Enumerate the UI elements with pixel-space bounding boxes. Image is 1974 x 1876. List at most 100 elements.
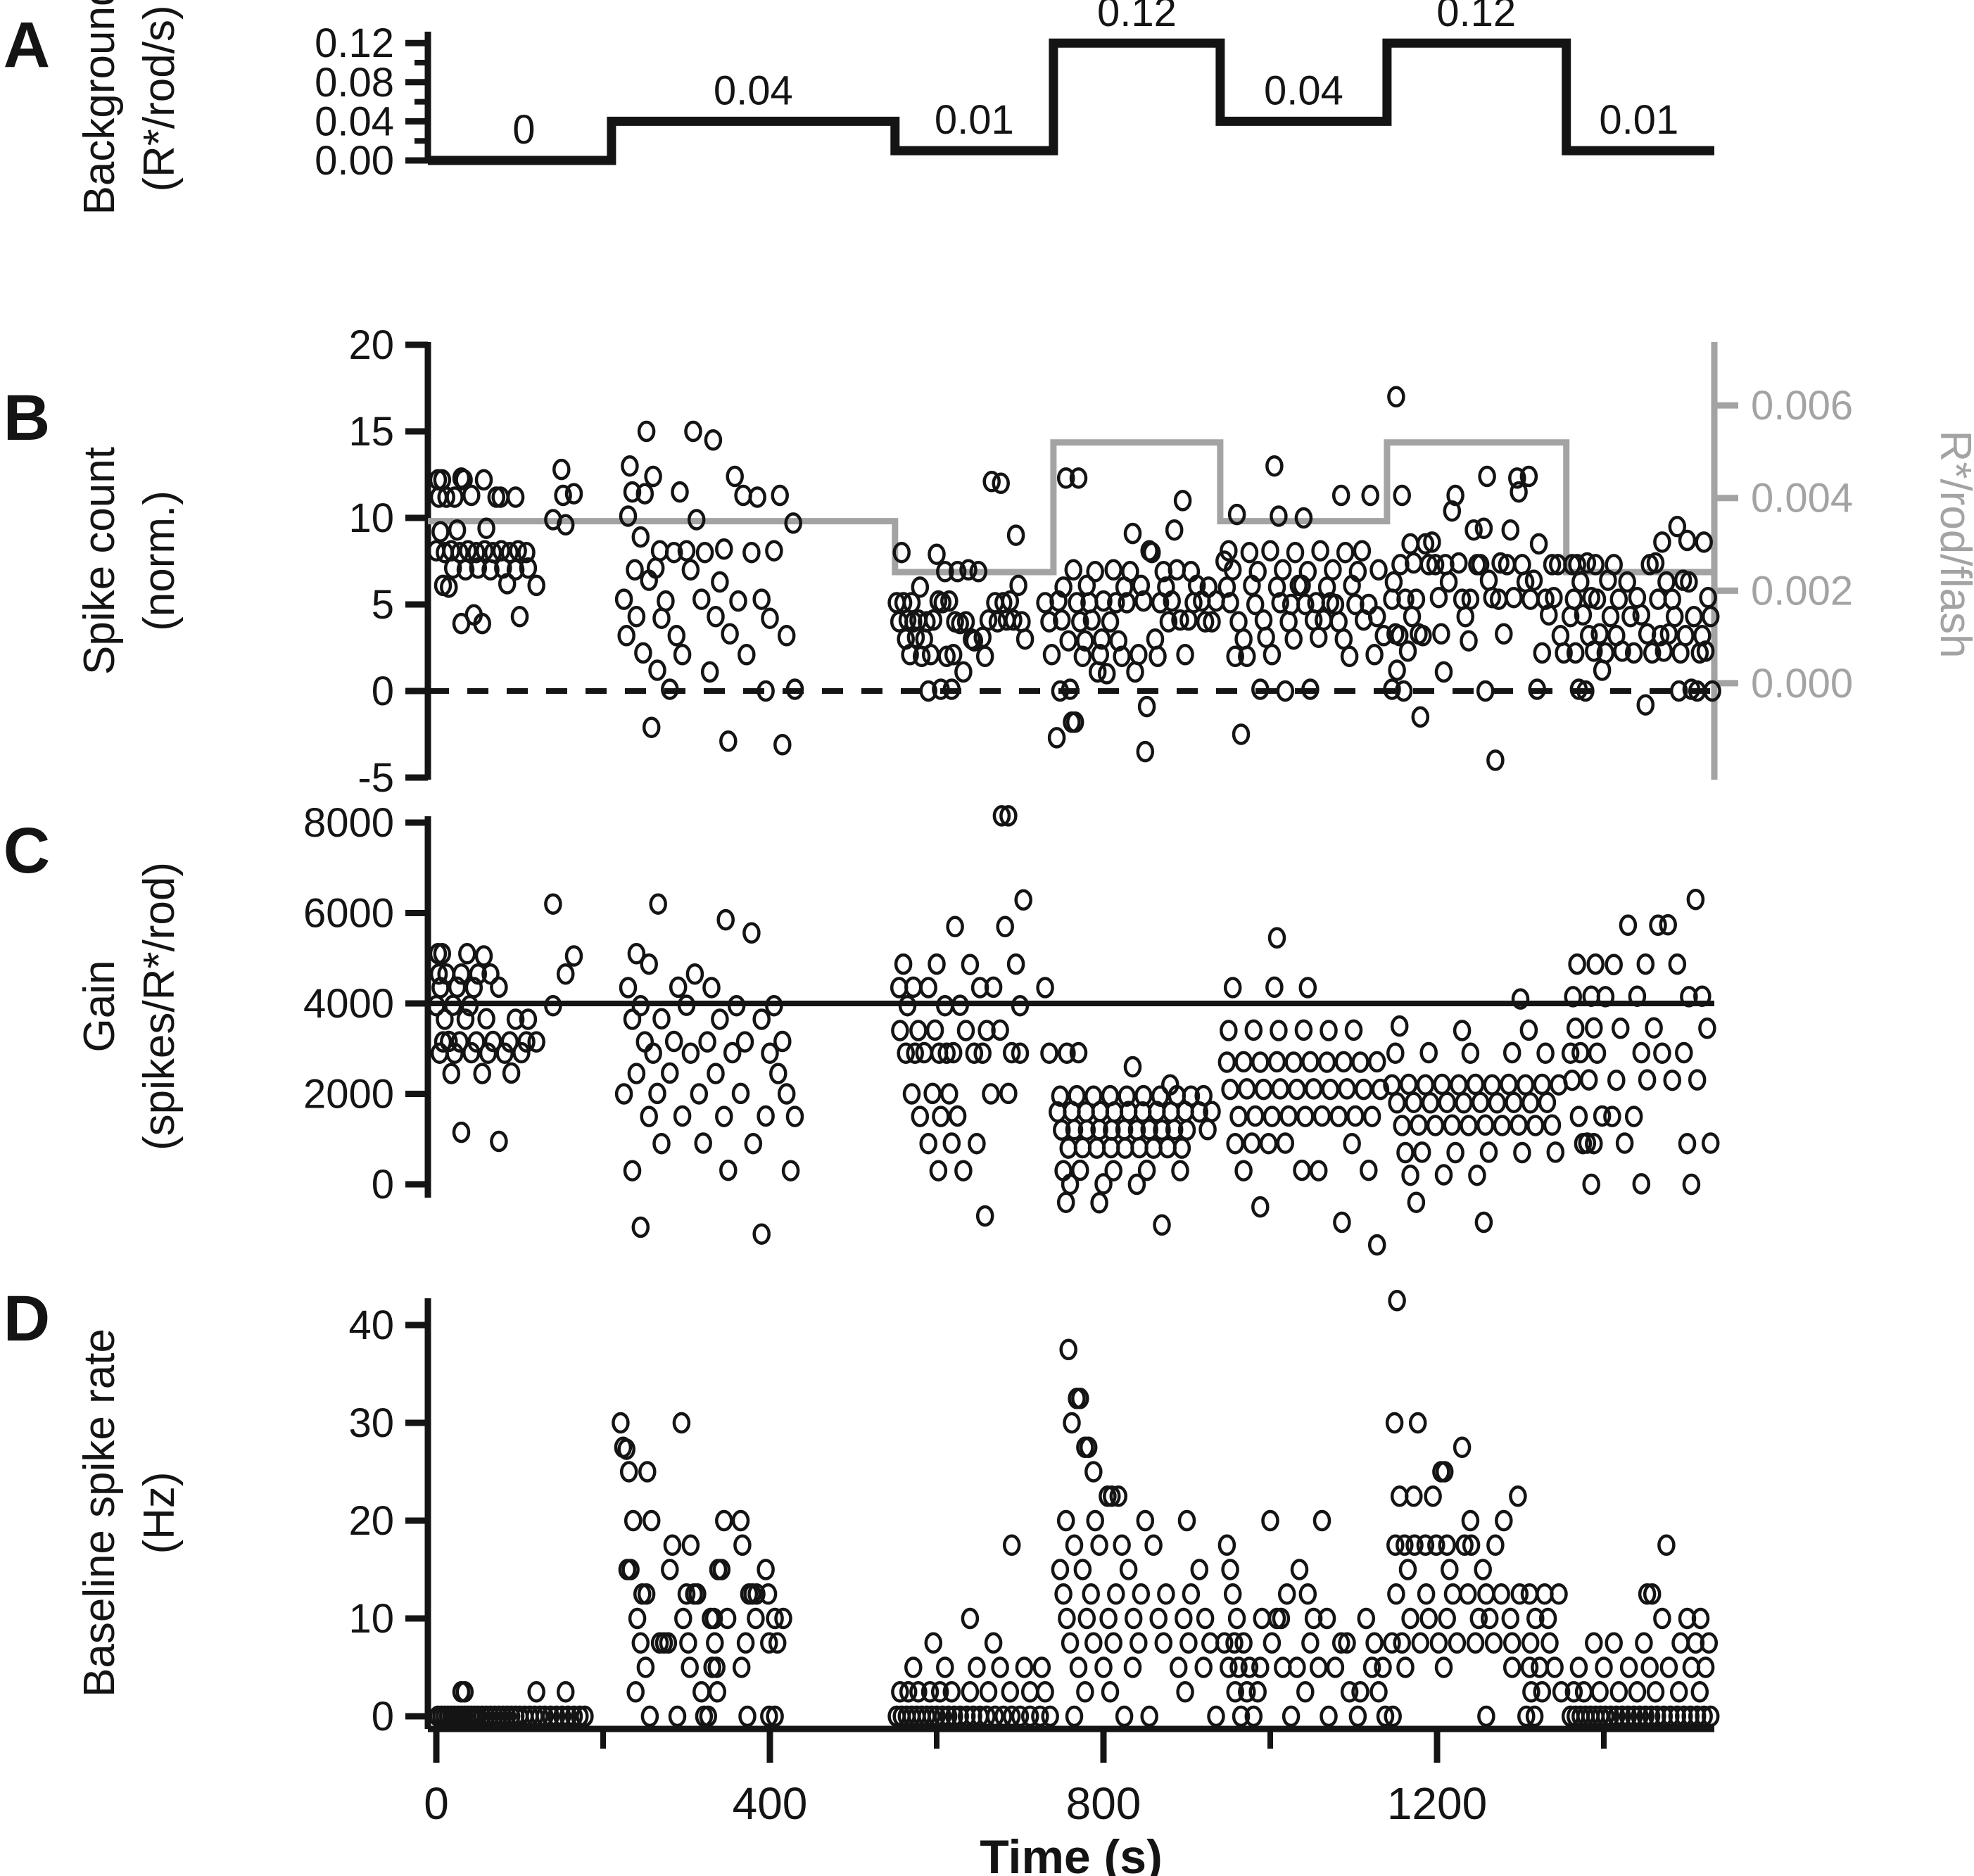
scatter-point [1104,1632,1122,1654]
scatter-point [1226,645,1244,668]
scatter-point [1042,644,1061,666]
scatter-point [1246,1105,1265,1127]
scatter-point [1510,1114,1528,1136]
scatter-point [1119,1559,1138,1580]
scatter-point [1685,605,1703,628]
scatter-point [1668,953,1687,975]
scatter-point [614,1083,633,1105]
scatter-point [734,484,752,507]
scatter-point [744,1132,763,1155]
scatter-point [460,994,479,1017]
scatter-point [1533,1681,1552,1703]
scatter-point [1284,628,1303,650]
scatter-point [1002,1705,1021,1728]
scatter-point [1225,1632,1244,1654]
scatter-point [1611,1018,1630,1039]
scatter-point [467,1031,486,1053]
scatter-point [687,509,706,531]
scatter-point [1014,889,1032,911]
scatter-point [1290,1559,1309,1580]
scatter-point [1182,1583,1201,1605]
scatter-point [1466,1632,1485,1654]
scatter-point [1246,593,1265,616]
scatter-point [1703,680,1721,702]
scatter-point [1229,611,1248,633]
scatter-point [1294,507,1313,529]
scatter-point [490,1130,508,1153]
scatter-point [1443,1114,1462,1136]
scatter-point [1671,642,1690,664]
scatter-point [1628,985,1647,1007]
scatter-point [1483,586,1501,609]
scatter-point [954,661,973,683]
scatter-point [672,1412,691,1434]
scatter-point [1351,1681,1369,1703]
scatter-point [928,543,946,565]
scatter-point [774,1607,792,1630]
scatter-point [925,1019,944,1041]
scatter-point [1097,663,1116,685]
scatter-point [1624,1105,1643,1127]
scatter-point [961,1681,980,1703]
scatter-point [1646,1681,1665,1703]
scatter-point [490,976,508,999]
scatter-point [1438,1091,1456,1113]
scatter-point [1582,1173,1600,1196]
scatter-point [621,455,639,477]
scatter-point [1082,609,1101,631]
scatter-point [929,1160,948,1181]
scatter-point [1277,1583,1296,1605]
scatter-point [1455,1092,1473,1114]
x-axis-title: Time (s) [980,1830,1162,1876]
scatter-point [554,484,572,507]
scatter-point [942,678,961,700]
scatter-point [716,908,735,931]
scatter-point [761,607,779,629]
scatter-point [500,1031,519,1053]
scatter-point [1165,1119,1184,1141]
scatter-point [1619,1656,1638,1678]
step-value-label: 0.04 [714,68,793,113]
scatter-point [1669,1681,1688,1703]
y-tick-label: 5 [372,582,394,628]
scatter-point [1251,1196,1270,1218]
scatter-point [707,605,725,628]
scatter-point [1149,645,1167,668]
scatter-point [1221,1078,1239,1101]
scatter-point [731,1509,750,1532]
scatter-point [1020,1681,1039,1703]
scatter-point [1077,1607,1096,1630]
scatter-point [1676,625,1695,647]
scatter-point [932,678,950,700]
scatter-point [556,1681,575,1703]
scatter-point [1486,1534,1505,1557]
scatter-point [1695,1705,1713,1728]
scatter-point [442,1063,461,1084]
scatter-point [1480,1607,1499,1630]
y-tick-label: 4000 [303,981,394,1027]
scatter-point [707,1656,726,1678]
scatter-point [1479,1141,1498,1163]
scatter-point [921,644,940,666]
scatter-point [669,976,688,999]
scatter-point [1334,1051,1353,1073]
scatter-point [911,1105,930,1127]
scatter-point [1495,1509,1513,1532]
scatter-point [708,1681,727,1703]
scatter-point [1471,554,1490,576]
scatter-point [1401,533,1419,555]
scatter-point [1526,1115,1545,1136]
scatter-point [668,1705,687,1728]
scatter-point [1248,1681,1267,1703]
scatter-point [1698,1018,1716,1039]
scatter-point [892,541,911,564]
y-tick-label: 15 [348,409,394,455]
scatter-point [1408,1412,1427,1434]
scatter-point [635,483,654,505]
scatter-point [1596,1705,1615,1728]
scatter-point [1459,1583,1477,1605]
scatter-point [933,1705,952,1728]
scatter-point [1601,605,1620,628]
right-axis-tick-label: 0.004 [1751,476,1853,521]
scatter-point [1163,590,1181,612]
